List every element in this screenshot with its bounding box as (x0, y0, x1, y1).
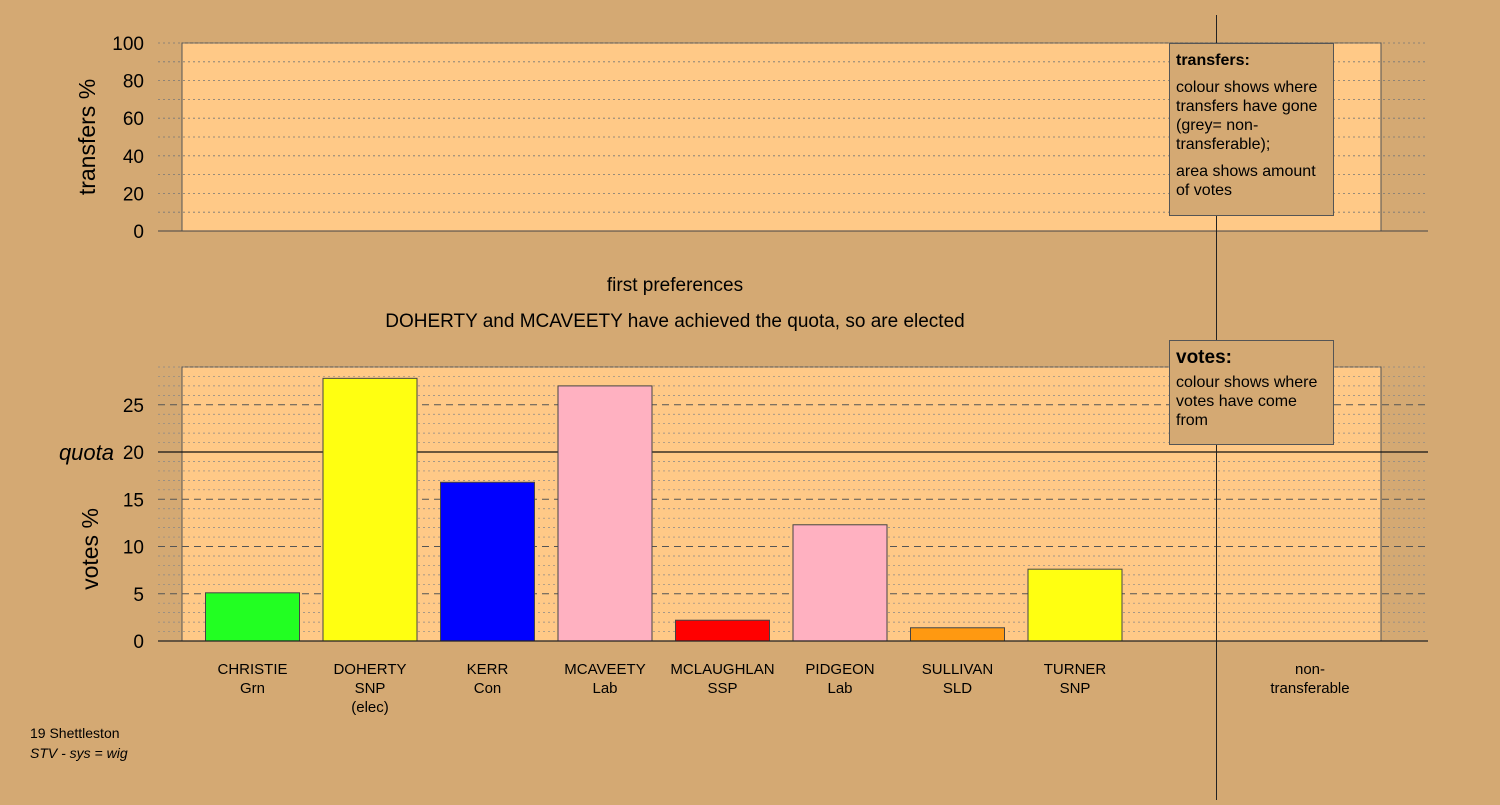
votes-legend-title: votes: (1176, 347, 1232, 368)
transfers-tick-label: 0 (133, 222, 144, 243)
votes-tick-label: 0 (133, 632, 144, 653)
candidate-party-label: Con (474, 680, 502, 697)
transfers-axis-label: transfers % (74, 79, 100, 195)
bar-turner (1027, 568, 1123, 642)
candidate-name-label: TURNER (1044, 661, 1107, 678)
votes-tick-label: 15 (123, 490, 144, 511)
bar-christie (205, 592, 300, 642)
candidate-status-label: (elec) (351, 699, 389, 716)
candidate-party-label: SNP (1060, 680, 1091, 697)
transfers-tick-label: 100 (112, 34, 144, 55)
votes-legend: votes: colour shows where votes have com… (1169, 340, 1334, 445)
constituency-label: 19 Shettleston (30, 725, 120, 741)
round-title: first preferences (607, 275, 743, 296)
votes-tick-label: 20 (123, 443, 144, 464)
bar-kerr (440, 481, 535, 642)
candidate-party-label: Lab (592, 680, 617, 697)
votes-axis-label: votes % (77, 508, 103, 590)
candidate-party-label: Grn (240, 680, 265, 697)
candidate-name-label: MCAVEETY (564, 661, 645, 678)
candidate-party-label: SLD (943, 680, 972, 697)
non-transferable-label-line2: transferable (1270, 680, 1349, 697)
transfers-legend-title: transfers: (1176, 52, 1250, 69)
system-label: STV - sys = wig (30, 745, 128, 761)
transfers-legend-line2: area shows amount of votes (1176, 163, 1316, 199)
bar-pidgeon (792, 524, 888, 642)
bar-mcaveety (557, 385, 653, 642)
votes-panel: CHRISTIE Grn DOHERTY SNP (elec) KERR Con MCAVEE… (59, 366, 1428, 716)
candidate-party-label: Lab (827, 680, 852, 697)
votes-tick-label: 25 (123, 396, 144, 417)
quota-label: quota (59, 440, 114, 465)
transfers-tick-label: 40 (123, 147, 144, 168)
candidate-name-label: CHRISTIE (217, 661, 287, 678)
candidate-name-label: KERR (467, 661, 509, 678)
non-transferable-label-line1: non- (1295, 661, 1325, 678)
candidate-party-label: SSP (707, 680, 737, 697)
bar-doherty (322, 377, 418, 642)
bar-sullivan (910, 627, 1005, 642)
candidate-name-label: SULLIVAN (922, 661, 993, 678)
transfers-tick-label: 60 (123, 109, 144, 130)
votes-tick-label: 5 (133, 585, 144, 606)
round-subtitle: DOHERTY and MCAVEETY have achieved the q… (385, 311, 964, 332)
candidate-name-label: MCLAUGHLAN (670, 661, 774, 678)
votes-tick-label: 10 (123, 538, 144, 559)
transfers-tick-label: 80 (123, 72, 144, 93)
bar-mclaughlan (675, 619, 770, 642)
candidate-name-label: DOHERTY (333, 661, 406, 678)
candidate-name-label: PIDGEON (805, 661, 874, 678)
transfers-legend: transfers: colour shows where transfers … (1169, 43, 1334, 216)
votes-legend-line1: colour shows where votes have come from (1176, 374, 1318, 429)
candidate-party-label: SNP (355, 680, 386, 697)
transfers-legend-line1: colour shows where transfers have gone (… (1176, 79, 1318, 153)
transfers-tick-label: 20 (123, 184, 144, 205)
